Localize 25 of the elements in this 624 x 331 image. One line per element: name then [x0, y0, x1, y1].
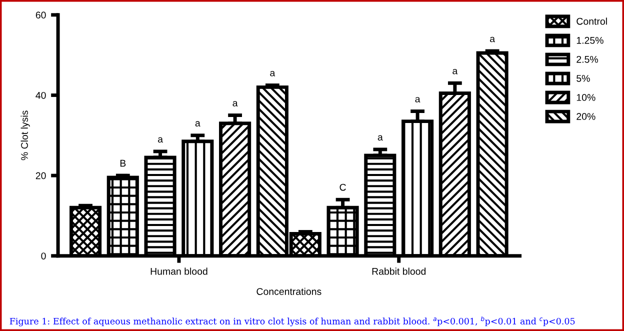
data-label: a — [452, 68, 458, 74]
data-label: a — [490, 36, 496, 42]
data-label: B — [120, 160, 126, 167]
y-tick-label: 20 — [36, 172, 46, 180]
data-label: a — [270, 70, 276, 76]
data-label: a — [415, 97, 420, 102]
y-tick-label: 0 — [41, 252, 46, 260]
data-label: a — [158, 137, 163, 143]
data-label: a — [378, 135, 383, 141]
x-axis-title: Concentrations — [256, 288, 322, 295]
legend-label: 20% — [576, 113, 596, 120]
caption: Figure 1: Effect of aqueous methanolic extract on in vitro clot lysis of human and rabbit blood. $^{a}$p<0.001, $^{b}$p<0.01 and $^{c}$p<0.05 — [10, 316, 575, 326]
x-tick-label: Rabbit blood — [372, 268, 426, 275]
legend-label: 2.5% — [576, 56, 598, 63]
y-tick-label: 60 — [36, 12, 46, 19]
legend-label: 10% — [576, 94, 596, 101]
data-label: C — [340, 184, 346, 191]
y-axis-title: % Clot lysis — [20, 110, 30, 160]
y-tick-label: 40 — [36, 92, 46, 99]
x-tick-label: Human blood — [150, 268, 208, 275]
legend-label: 5% — [576, 75, 590, 82]
legend-label: Control — [576, 18, 607, 25]
data-label: a — [232, 101, 238, 106]
legend-label: 1.25% — [576, 36, 604, 44]
data-label: a — [195, 121, 200, 127]
